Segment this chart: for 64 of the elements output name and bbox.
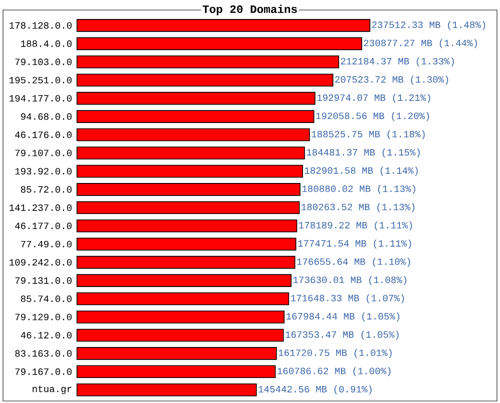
data-label: 173630.01 MB (1.08%) (293, 276, 406, 286)
data-label: 178189.22 MB (1.11%) (299, 221, 412, 230)
bar (76, 292, 290, 306)
bar (76, 164, 303, 178)
bar (76, 310, 285, 324)
bar (76, 238, 296, 251)
bar (76, 256, 296, 269)
data-label: 160786.62 MB (1.00%) (278, 367, 390, 376)
data-label: 192058.56 MB (1.20%) (316, 112, 430, 122)
data-label: 180880.02 MB (1.13%) (302, 184, 416, 194)
y-tick-label: 79.167.0.0 (15, 368, 72, 375)
data-label: 192974.07 MB (1.21%) (317, 94, 430, 103)
data-label: 184481.37 MB (1.15%) (306, 148, 420, 158)
y-tick-label: 46.176.0.0 (15, 132, 72, 138)
y-tick-label: 85.74.0.0 (20, 296, 72, 302)
bar (76, 55, 340, 68)
data-label: 171648.33 MB (1.07%) (290, 294, 404, 304)
y-tick-label: 94.68.0.0 (21, 113, 72, 120)
y-tick-label: 194.177.0.0 (10, 95, 72, 102)
y-tick-label: 178.128.0.0 (10, 22, 72, 29)
y-tick-label: 83.163.0.0 (15, 350, 72, 357)
bar (76, 146, 305, 160)
data-label: 230877.27 MB (1.44%) (364, 39, 477, 48)
bar (76, 383, 257, 396)
bar (76, 19, 370, 32)
y-tick-label: 193.92.0.0 (15, 168, 72, 174)
y-tick-label: 46.12.0.0 (20, 332, 72, 338)
bar (76, 274, 292, 287)
y-tick-label: 109.242.0.0 (10, 259, 72, 266)
data-label: 212184.37 MB (1.33%) (340, 57, 454, 66)
y-tick-label: 79.107.0.0 (15, 150, 72, 156)
bar (76, 74, 334, 87)
y-tick-label: 188.4.0.0 (21, 40, 72, 47)
data-label: 182901.58 MB (1.14%) (304, 166, 418, 176)
data-label: 207523.72 MB (1.30%) (335, 76, 448, 85)
y-tick-label: 79.131.0.0 (15, 277, 72, 284)
y-tick-label: 79.129.0.0 (15, 314, 72, 320)
y-tick-label: 77.49.0.0 (21, 240, 72, 248)
data-label: 167353.47 MB (1.05%) (286, 330, 399, 340)
bar (76, 92, 316, 105)
y-tick-label: ntua.gr (32, 386, 72, 394)
chart-title: Top 20 Domains (202, 4, 297, 16)
bar (76, 365, 276, 378)
y-tick-label: 46.177.0.0 (15, 222, 72, 230)
data-label: 188525.75 MB (1.18%) (312, 130, 425, 140)
y-tick-label: 141.237.0.0 (10, 204, 72, 211)
bar (76, 201, 300, 214)
data-label: 167984.44 MB (1.05%) (286, 312, 400, 322)
data-label: 177471.54 MB (1.11%) (298, 240, 412, 249)
data-label: 161720.75 MB (1.01%) (278, 348, 392, 358)
bar (76, 37, 362, 50)
bar (76, 347, 277, 360)
bar (76, 183, 300, 196)
y-tick-label: 79.103.0.0 (15, 58, 72, 66)
data-label: 237512.33 MB (1.48%) (372, 20, 486, 30)
data-label: 176655.64 MB (1.10%) (297, 258, 410, 267)
bar (76, 110, 314, 123)
bar (76, 328, 284, 342)
data-label: 145442.56 MB (0.91%) (258, 385, 372, 394)
data-label: 180263.52 MB (1.13%) (302, 203, 414, 212)
bar (76, 128, 310, 142)
y-tick-label: 85.72.0.0 (20, 186, 72, 193)
y-tick-label: 195.251.0.0 (10, 76, 72, 84)
bar (76, 219, 298, 232)
